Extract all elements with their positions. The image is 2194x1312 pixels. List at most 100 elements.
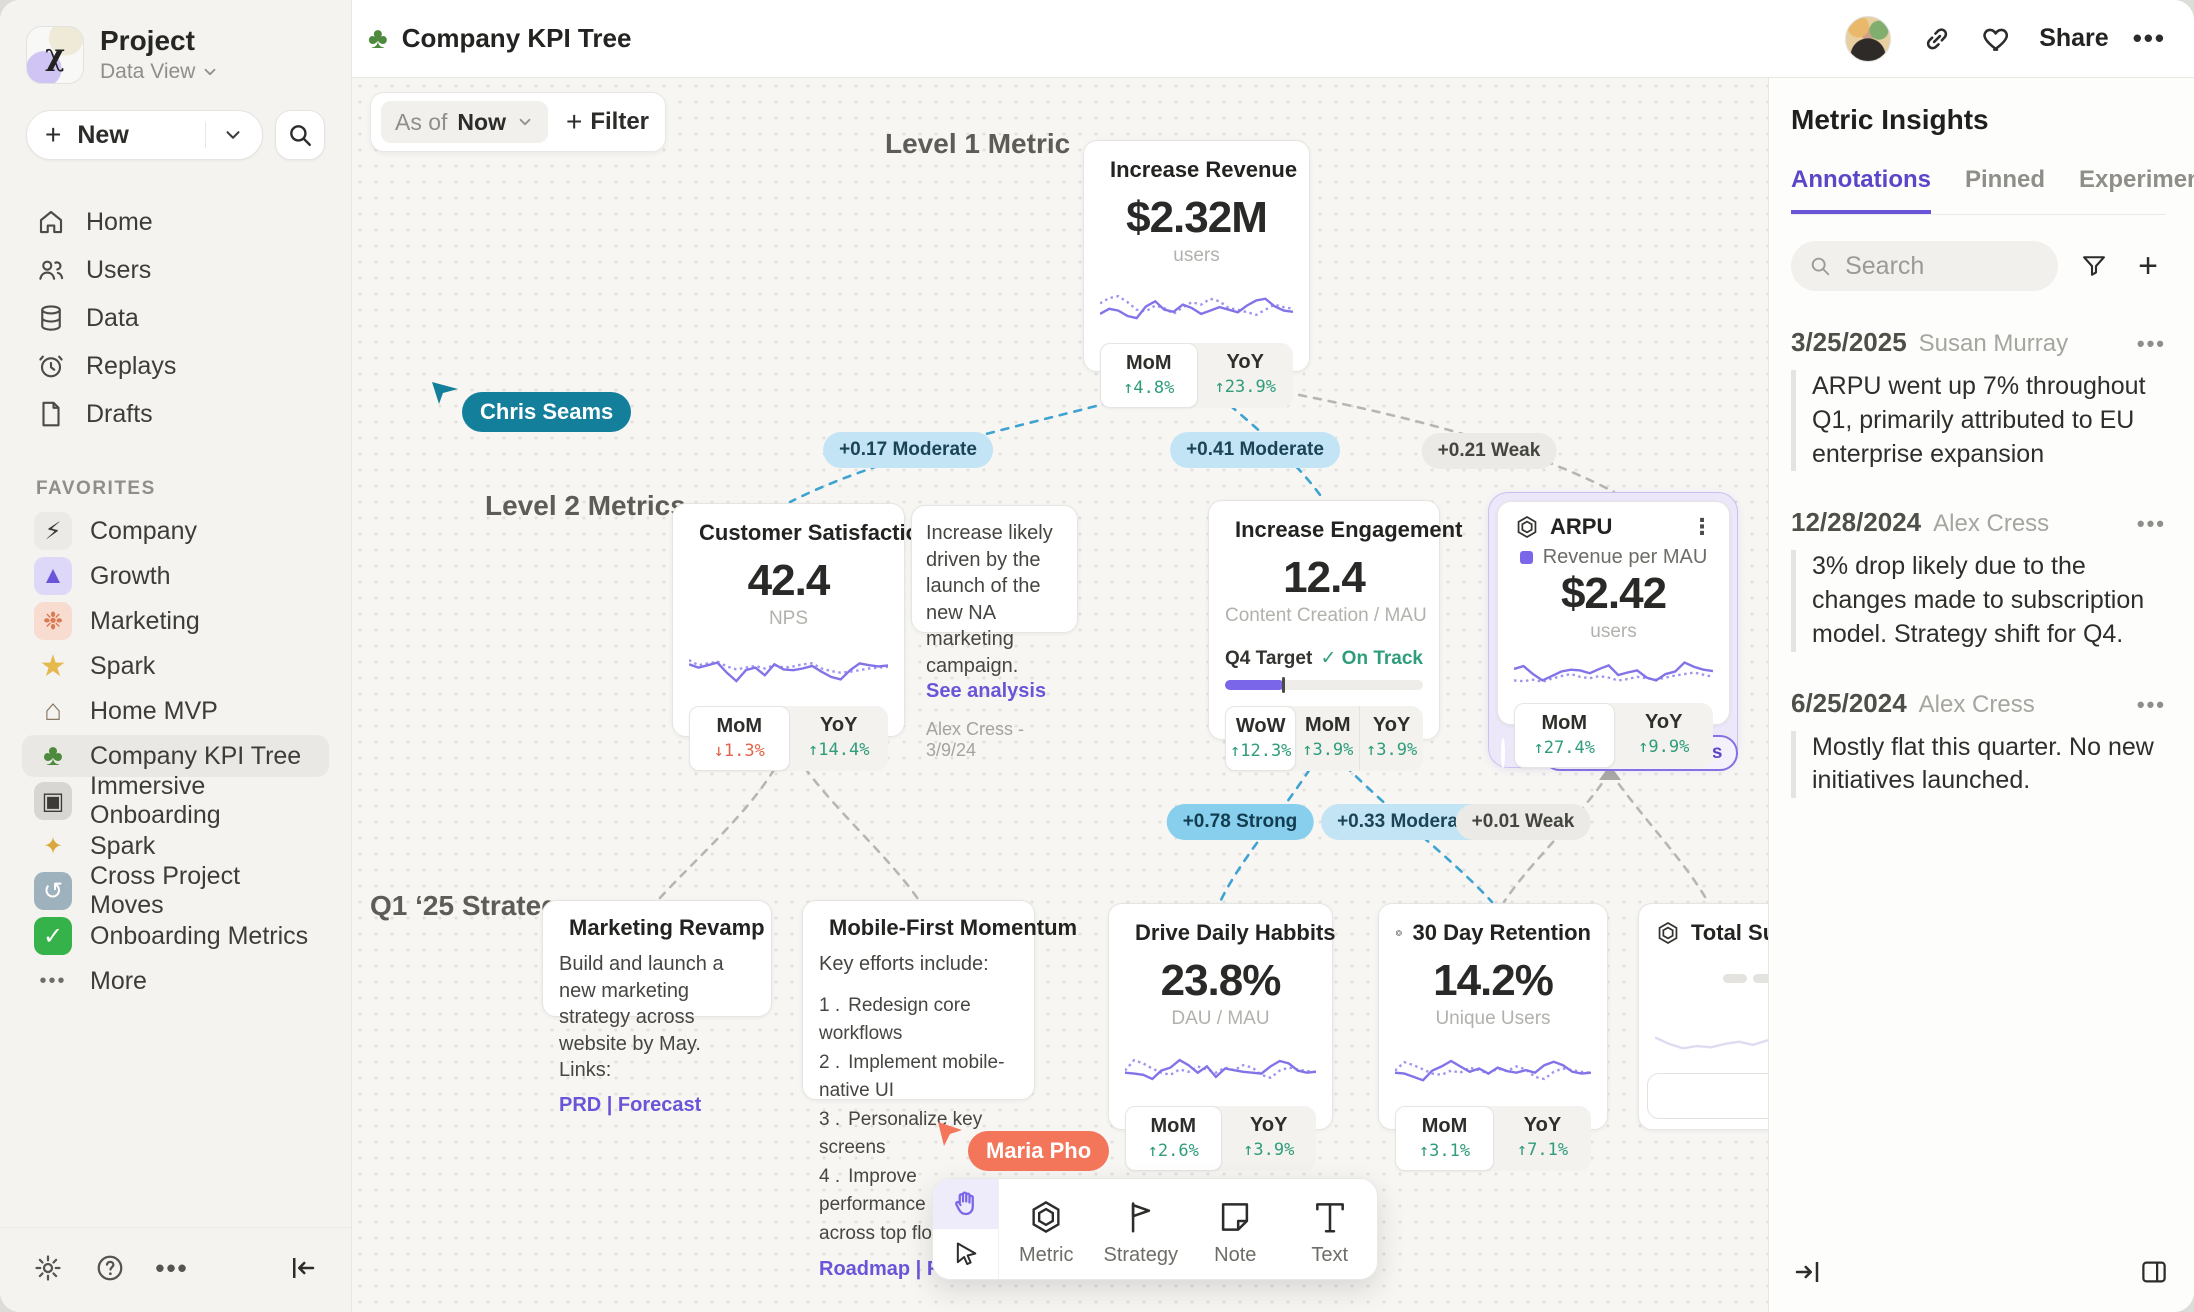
help-button[interactable] bbox=[92, 1250, 128, 1286]
copy-link-button[interactable] bbox=[1919, 21, 1955, 57]
cursor-label-maria-pho: Maria Pho bbox=[968, 1131, 1110, 1171]
chevron-down-icon[interactable] bbox=[222, 124, 244, 146]
metric-card-increase-engagement[interactable]: Increase Engagement 12.4 Content Creatio… bbox=[1208, 500, 1462, 771]
chevron-down-icon bbox=[519, 118, 531, 126]
favorite-growth[interactable]: ▲ Growth bbox=[22, 555, 329, 597]
search-input[interactable] bbox=[1843, 250, 2040, 282]
favorite-spark-2[interactable]: ✦ Spark bbox=[22, 825, 329, 867]
sparkline-chart bbox=[689, 640, 888, 694]
metric-card-arpu-selected[interactable]: ARPU ⋮ Revenue per MAU $2.42 users MoM ↑… bbox=[1488, 492, 1739, 771]
metric-card-30-day-retention[interactable]: 30 Day Retention 14.2% Unique Users MoM … bbox=[1378, 903, 1608, 1171]
strategy-text: Build and launch a new marketing strateg… bbox=[559, 953, 724, 1082]
strategy-card-mobile-first[interactable]: Mobile-First Momentum Key efforts includ… bbox=[802, 900, 1077, 1280]
tab-annotations[interactable]: Annotations bbox=[1791, 166, 1931, 214]
metric-card-customer-satisfaction[interactable]: Customer Satisfaction 42.4 NPS MoM ↓1.3%… bbox=[672, 503, 933, 771]
favorite-home-mvp[interactable]: ⌂ Home MVP bbox=[22, 690, 329, 732]
connect-data-button[interactable]: + Connec bbox=[1647, 1073, 1768, 1119]
annotation-menu-button[interactable]: ••• bbox=[2136, 511, 2166, 537]
sidebar-item-home[interactable]: Home bbox=[22, 200, 329, 244]
tool-label: Text bbox=[1311, 1243, 1349, 1266]
favorite-spark[interactable]: ★ Spark bbox=[22, 645, 329, 687]
metric-card-drive-daily-habbits[interactable]: Drive Daily Habbits 23.8% DAU / MAU MoM … bbox=[1108, 903, 1336, 1171]
card-menu-button[interactable]: ⋮ bbox=[1691, 514, 1713, 539]
annotations-search[interactable] bbox=[1791, 241, 2058, 291]
project-switcher[interactable]: 𝛘 Project Data View bbox=[0, 25, 351, 84]
annotation-item[interactable]: 3/25/2025 Susan Murray ••• ARPU went up … bbox=[1791, 327, 2166, 472]
favorite-company-kpi-tree[interactable]: ♣ Company KPI Tree bbox=[22, 735, 329, 777]
strategy-card-marketing-revamp[interactable]: Marketing Revamp Build and launch a new … bbox=[542, 900, 772, 1116]
edge-label: +0.41 Moderate bbox=[1170, 432, 1340, 468]
favorite-button[interactable] bbox=[1979, 21, 2015, 57]
tab-pinned[interactable]: Pinned bbox=[1964, 166, 2045, 193]
text-tool-button[interactable]: Text bbox=[1283, 1179, 1378, 1279]
search-button[interactable] bbox=[275, 110, 325, 160]
cursor-pointer-icon bbox=[938, 1122, 962, 1146]
favorites-more[interactable]: ••• More bbox=[22, 960, 329, 1002]
annotation-date: 3/25/2025 bbox=[1791, 327, 1907, 357]
annotation-item[interactable]: 6/25/2024 Alex Cress ••• Mostly flat thi… bbox=[1791, 688, 2166, 798]
favorites-list: ⚡︎ Company ▲ Growth ❉ Marketing ★ Spark … bbox=[0, 510, 351, 1002]
user-avatar[interactable] bbox=[1845, 15, 1892, 62]
sidebar-item-replays[interactable]: Replays bbox=[22, 344, 329, 388]
project-logo: 𝛘 bbox=[26, 26, 84, 84]
sidebar-item-users[interactable]: Users bbox=[22, 248, 329, 292]
collapse-panel-button[interactable] bbox=[1789, 1254, 1825, 1290]
settings-button[interactable] bbox=[30, 1250, 66, 1286]
prd-forecast-links[interactable]: PRD | Forecast bbox=[559, 1093, 702, 1116]
annotation-menu-button[interactable]: ••• bbox=[2136, 331, 2166, 356]
select-tool-button[interactable] bbox=[933, 1229, 998, 1279]
more-options-button[interactable]: ••• bbox=[155, 1252, 189, 1283]
metric-tool-button[interactable]: Metric bbox=[999, 1179, 1094, 1279]
canvas-toolbar: Metric Strategy Note Text bbox=[932, 1178, 1378, 1280]
new-button[interactable]: + New bbox=[26, 110, 263, 160]
more-menu-button[interactable]: ••• bbox=[2132, 23, 2166, 53]
sparkline-chart bbox=[1655, 1010, 1768, 1066]
as-of-selector[interactable]: As of Now bbox=[381, 101, 548, 143]
strategy-tool-button[interactable]: Strategy bbox=[1094, 1179, 1189, 1279]
on-track-status: ✓ On Track bbox=[1320, 648, 1423, 669]
filter-annotations-button[interactable] bbox=[2076, 248, 2112, 284]
annotation-menu-button[interactable]: ••• bbox=[2136, 691, 2166, 717]
replay-clock-icon bbox=[39, 355, 63, 378]
favorite-label: Spark bbox=[90, 651, 156, 680]
metric-unit: users bbox=[1590, 621, 1637, 642]
sidebar-item-drafts[interactable]: Drafts bbox=[22, 392, 329, 436]
favorite-cross-project-moves[interactable]: ↺ Cross Project Moves bbox=[22, 862, 329, 919]
search-icon bbox=[290, 125, 311, 146]
favorite-label: Company bbox=[90, 516, 197, 545]
rocket-icon: ▲ bbox=[34, 557, 72, 595]
add-annotation-button[interactable]: + bbox=[2138, 246, 2158, 285]
add-filter-button[interactable]: + Filter bbox=[566, 106, 649, 138]
metric-title: Total Subscript bbox=[1691, 920, 1768, 945]
metric-value: $2.42 bbox=[1560, 569, 1667, 618]
metric-value: $2.32M bbox=[1126, 193, 1268, 242]
workspace-switcher[interactable]: Data View bbox=[100, 60, 219, 84]
tab-experiments[interactable]: Experiments bbox=[2079, 166, 2194, 193]
cursor-label-chris-seams: Chris Seams bbox=[462, 392, 632, 432]
metric-hexagon-icon bbox=[1396, 929, 1402, 937]
share-button[interactable]: Share bbox=[2039, 24, 2109, 52]
metric-card-arpu[interactable]: ARPU ⋮ Revenue per MAU $2.42 users MoM ↑… bbox=[1497, 501, 1730, 768]
see-analysis-link[interactable]: See analysis bbox=[926, 679, 1047, 702]
panel-tabs: Annotations Pinned Experiments bbox=[1791, 166, 2194, 215]
kpi-tree-canvas[interactable]: As of Now + Filter Level 1 Metric Level … bbox=[352, 78, 1768, 1312]
note-card-campaign[interactable]: Increase likely driven by the launch of … bbox=[911, 505, 1078, 760]
favorite-immersive-onboarding[interactable]: ▣ Immersive Onboarding bbox=[22, 772, 329, 829]
collapse-sidebar-button[interactable] bbox=[285, 1250, 321, 1286]
as-of-label: As of bbox=[395, 108, 448, 135]
stat-yoy: YoY ↑23.9% bbox=[1214, 351, 1276, 397]
hand-tool-button[interactable] bbox=[933, 1179, 998, 1229]
toggle-panel-button[interactable] bbox=[2136, 1254, 2172, 1290]
metric-title: Customer Satisfaction bbox=[699, 520, 933, 545]
metric-hexagon-icon bbox=[1658, 922, 1678, 944]
annotation-author: Alex Cress bbox=[1933, 510, 2050, 538]
annotation-item[interactable]: 12/28/2024 Alex Cress ••• 3% drop likely… bbox=[1791, 507, 2166, 652]
favorite-onboarding-metrics[interactable]: ✓ Onboarding Metrics bbox=[22, 915, 329, 957]
collaborator-avatar bbox=[1501, 738, 1505, 768]
metric-card-increase-revenue[interactable]: Increase Revenue $2.32M users MoM ↑4.8% … bbox=[1083, 140, 1310, 408]
favorite-company[interactable]: ⚡︎ Company bbox=[22, 510, 329, 552]
sidebar-item-data[interactable]: Data bbox=[22, 296, 329, 340]
note-tool-button[interactable]: Note bbox=[1188, 1179, 1283, 1279]
favorite-marketing[interactable]: ❉ Marketing bbox=[22, 600, 329, 642]
metric-card-total-subscriptions[interactable]: Total Subscript + Connec bbox=[1638, 903, 1768, 1130]
